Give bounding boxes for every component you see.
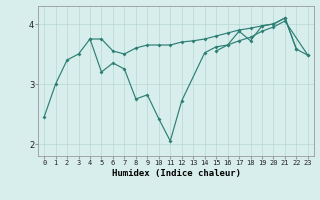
X-axis label: Humidex (Indice chaleur): Humidex (Indice chaleur) <box>111 169 241 178</box>
